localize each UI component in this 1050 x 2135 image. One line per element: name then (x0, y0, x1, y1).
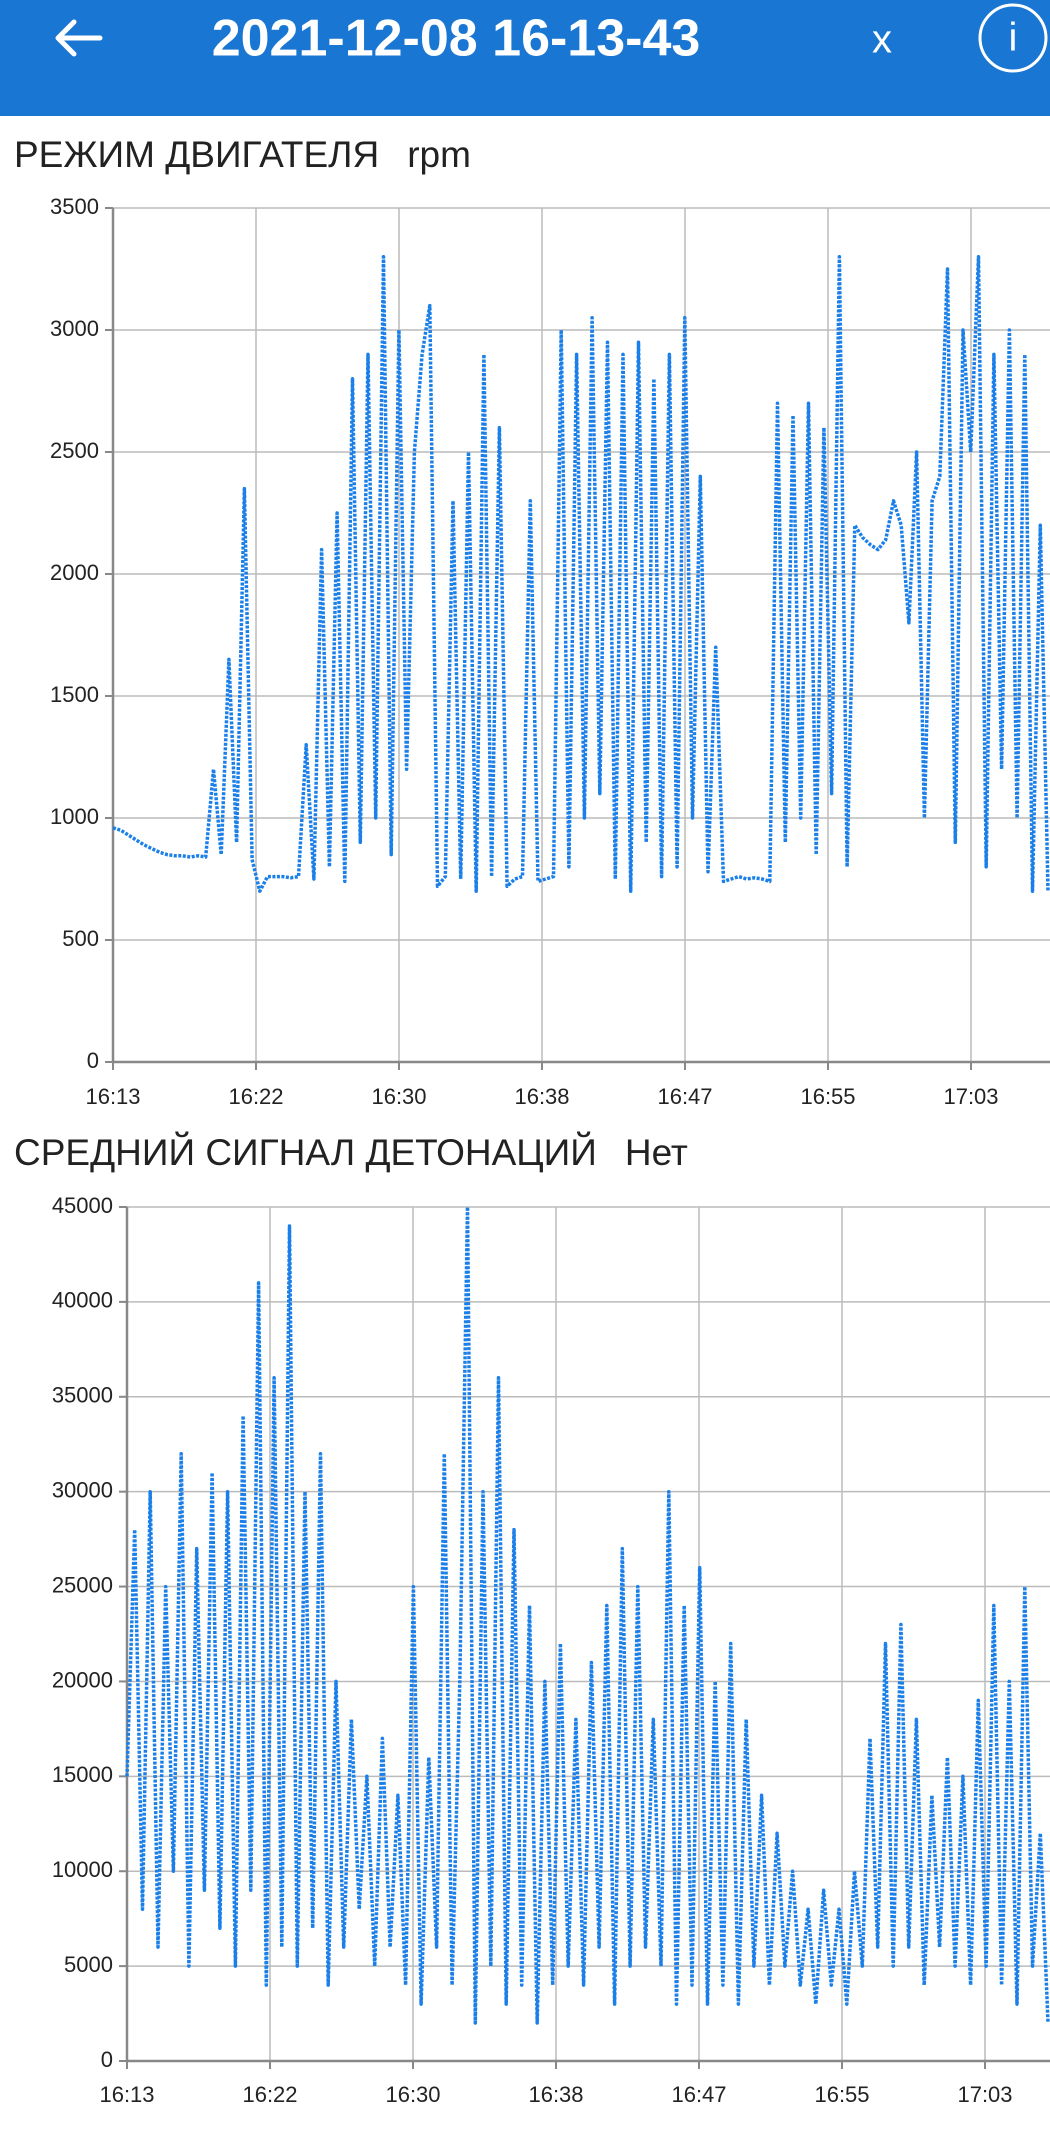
y-tick-label: 2500 (50, 438, 99, 463)
app-bar (0, 0, 1050, 116)
x-tick-label: 16:38 (528, 2082, 583, 2107)
x-tick-label: 16:30 (371, 1084, 426, 1109)
info-circle[interactable] (978, 3, 1048, 73)
x-tick-label: 16:47 (657, 1084, 712, 1109)
x-tick-label: 16:47 (671, 2082, 726, 2107)
y-tick-label: 1000 (50, 804, 99, 829)
x-tick-label: 17:03 (957, 2082, 1012, 2107)
x-tick-label: 16:13 (99, 2082, 154, 2107)
y-tick-label: 2000 (50, 560, 99, 585)
y-tick-label: 1500 (50, 682, 99, 707)
y-tick-label: 5000 (64, 1952, 113, 1977)
x-tick-label: 16:30 (385, 2082, 440, 2107)
x-tick-label: 16:13 (85, 1084, 140, 1109)
chart-title: СРЕДНИЙ СИГНАЛ ДЕТОНАЦИЙ (14, 1131, 597, 1173)
x-tick-label: 16:55 (800, 1084, 855, 1109)
back-button[interactable] (55, 19, 103, 57)
data-line (112, 255, 1050, 893)
y-tick-label: 0 (87, 1048, 99, 1073)
data-line (125, 1205, 1050, 2025)
y-tick-label: 35000 (52, 1383, 113, 1408)
x-tick-label: 17:03 (943, 1084, 998, 1109)
close-button[interactable]: x (872, 18, 892, 62)
y-tick-label: 3500 (50, 194, 99, 219)
x-tick-label: 16:22 (228, 1084, 283, 1109)
x-tick-label: 16:38 (514, 1084, 569, 1109)
y-tick-label: 30000 (52, 1477, 113, 1502)
y-tick-label: 15000 (52, 1762, 113, 1787)
y-tick-label: 3000 (50, 316, 99, 341)
x-tick-label: 16:55 (814, 2082, 869, 2107)
unit-label: Нет (625, 1132, 688, 1173)
unit-label: rpm (407, 134, 471, 175)
y-tick-label: 0 (101, 2047, 113, 2072)
x-tick-label: 16:22 (242, 2082, 297, 2107)
y-tick-label: 500 (62, 926, 99, 951)
chart-title: РЕЖИМ ДВИГАТЕЛЯ (14, 134, 379, 175)
info-button[interactable]: i (1009, 16, 1018, 60)
y-tick-label: 25000 (52, 1572, 113, 1597)
y-tick-label: 45000 (52, 1193, 113, 1218)
y-tick-label: 10000 (52, 1857, 113, 1882)
y-tick-label: 20000 (52, 1667, 113, 1692)
header-title: 2021-12-08 16-13-43 (212, 10, 701, 68)
y-tick-label: 40000 (52, 1288, 113, 1313)
